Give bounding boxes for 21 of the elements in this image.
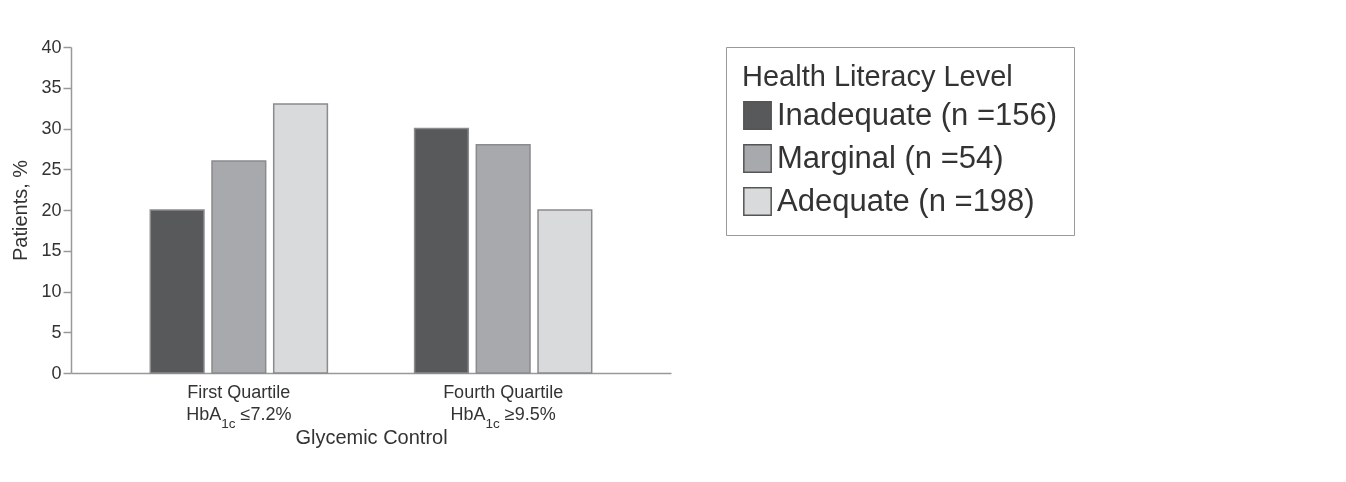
bar bbox=[272, 103, 329, 374]
legend-label: Inadequate (n =156) bbox=[777, 96, 1058, 132]
y-tick-label: 40 bbox=[41, 36, 62, 57]
y-tick-label: 30 bbox=[41, 118, 62, 138]
y-tick-label: 15 bbox=[41, 240, 62, 261]
y-tick-label: 10 bbox=[41, 281, 62, 301]
y-tick-label: 25 bbox=[41, 158, 62, 179]
bar bbox=[537, 209, 593, 374]
y-tick-label: 5 bbox=[51, 321, 62, 342]
y-axis-title: Patients, % bbox=[9, 159, 32, 262]
x-tick-label: First Quartile HbA$_{1c}$ ≤7.2% bbox=[186, 381, 292, 430]
legend-title: Health Literacy Level bbox=[742, 60, 1013, 92]
y-tick-label: 35 bbox=[41, 77, 62, 98]
bar bbox=[211, 160, 267, 374]
bar bbox=[149, 209, 205, 374]
y-tick-label: 20 bbox=[41, 199, 62, 220]
y-tick-label: 0 bbox=[51, 362, 62, 383]
bar bbox=[475, 144, 531, 374]
bar bbox=[413, 127, 470, 374]
legend-label: Adequate (n =198) bbox=[777, 182, 1035, 218]
legend-label: Marginal (n =54) bbox=[777, 139, 1004, 175]
